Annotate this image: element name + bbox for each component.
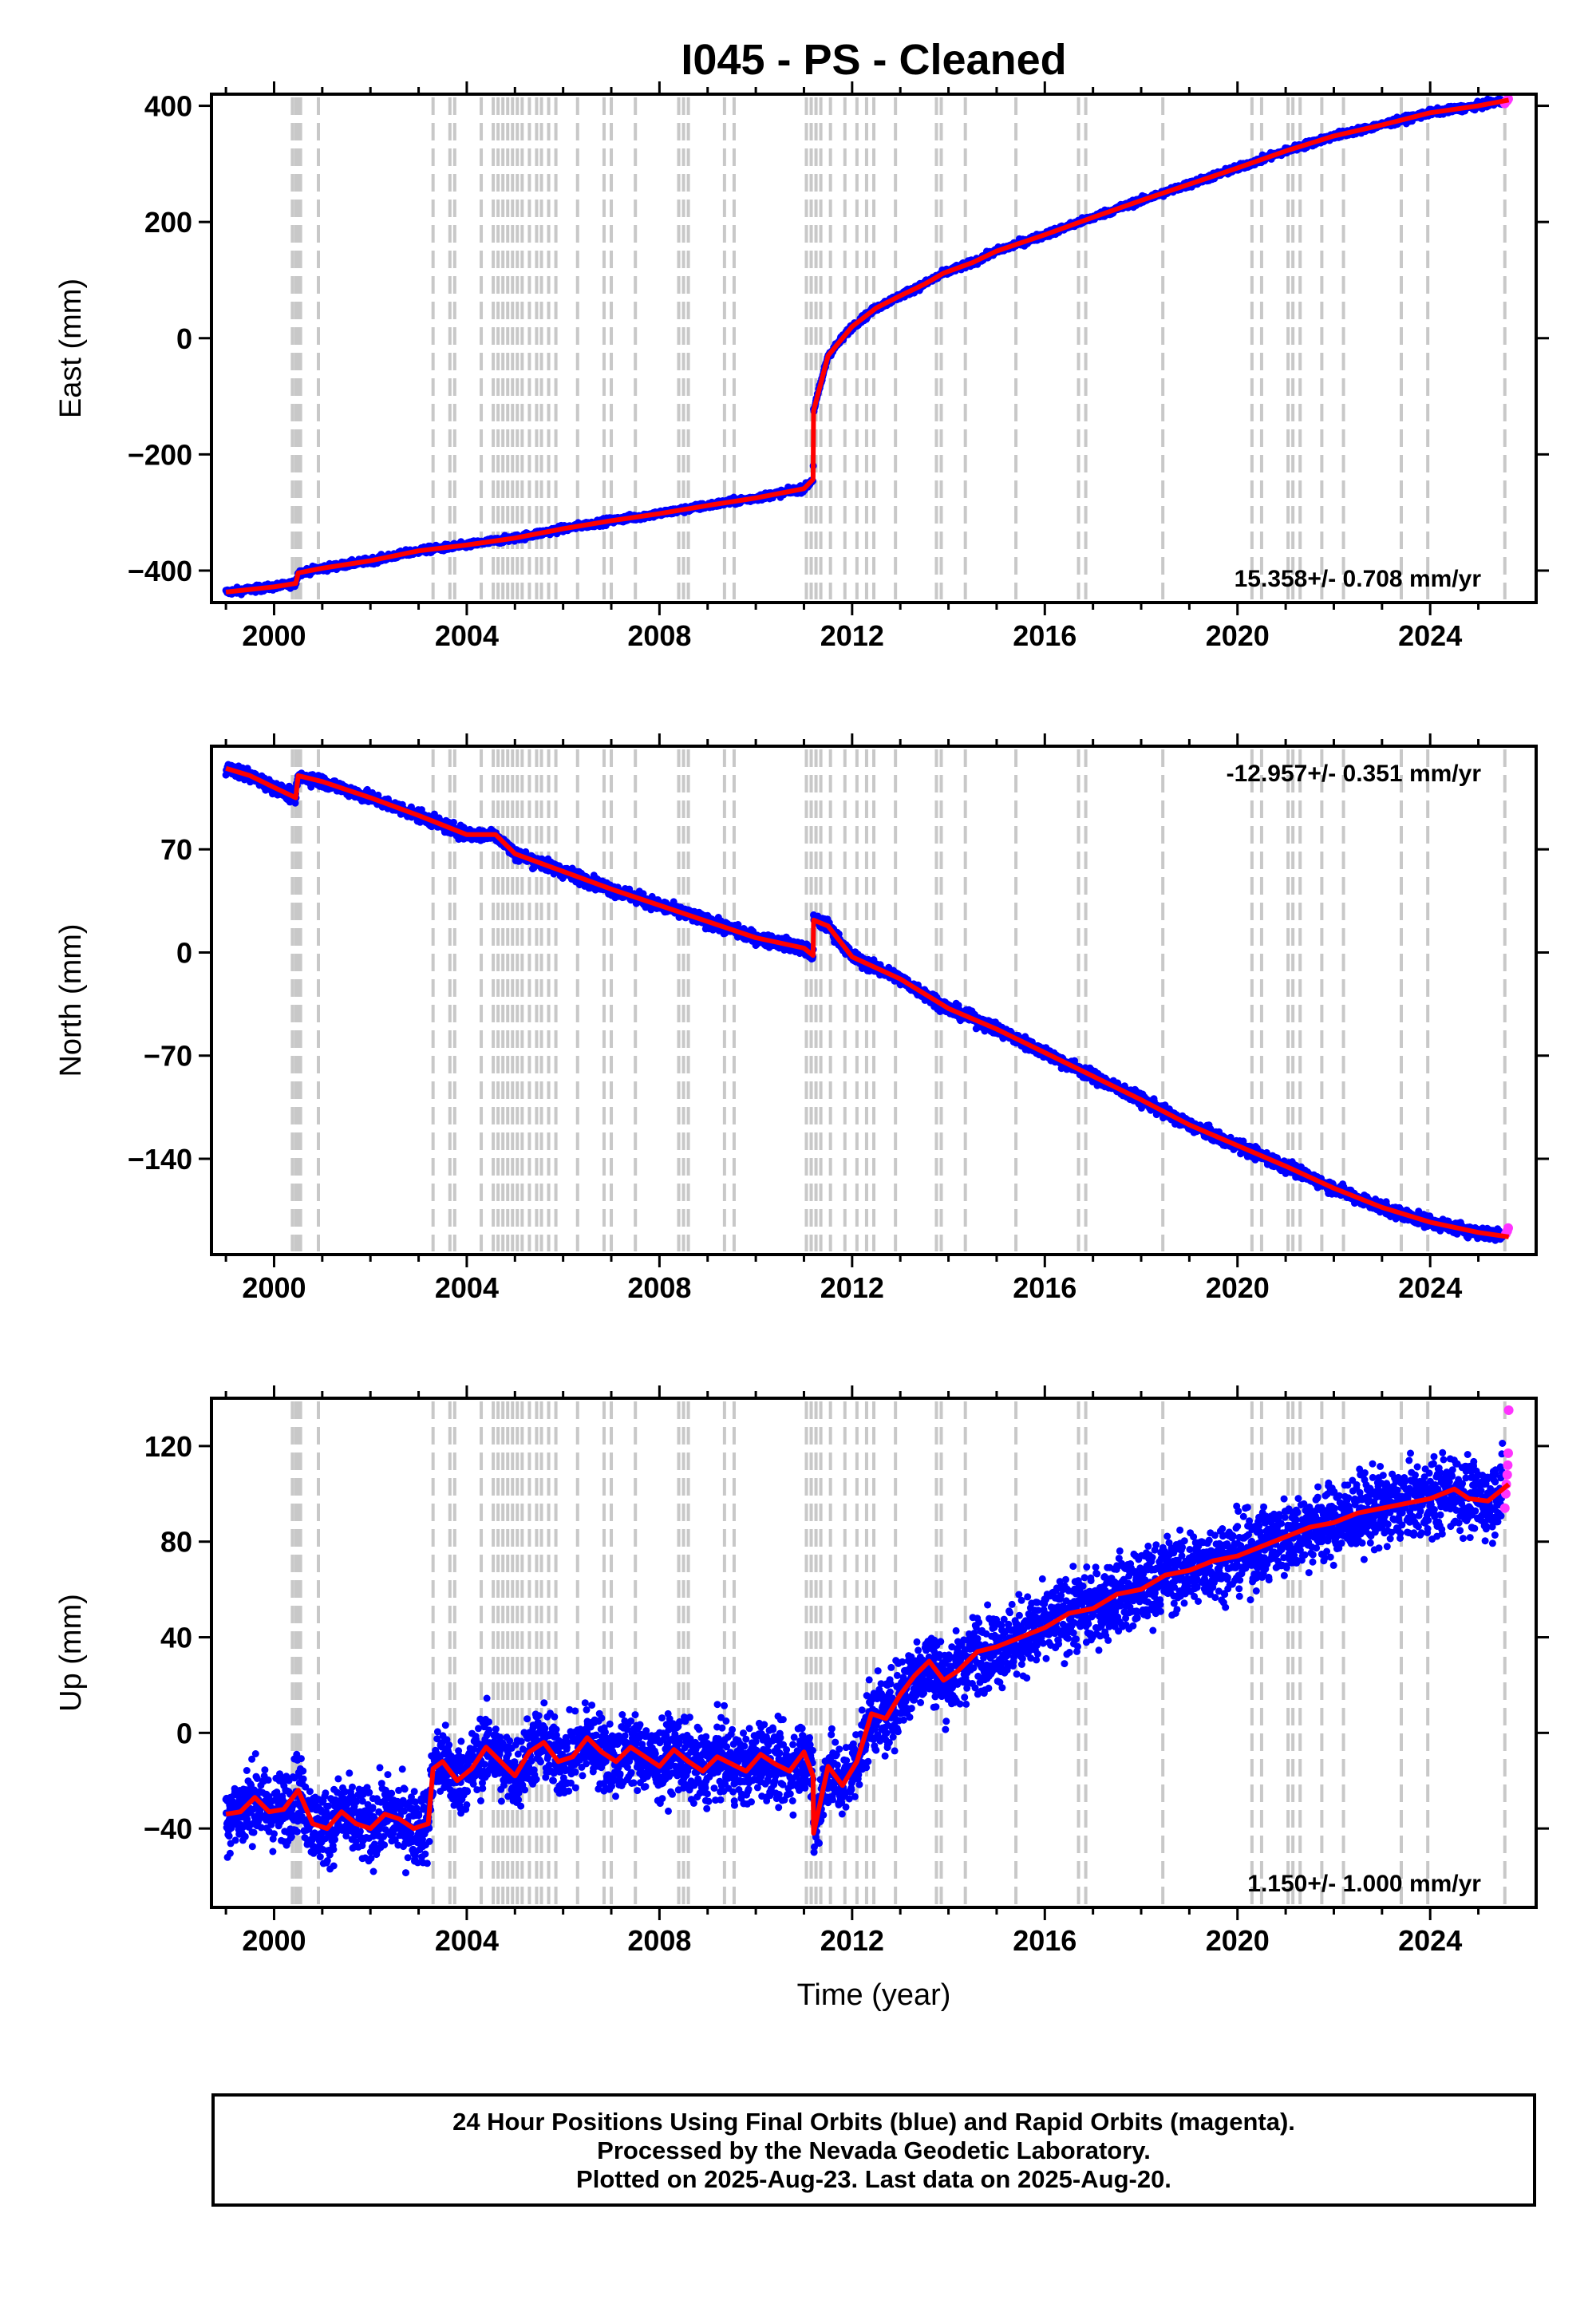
y-tick-label: −400 xyxy=(128,555,192,587)
final-orbit-points xyxy=(222,95,1506,599)
x-tick-label: 2008 xyxy=(627,619,691,652)
y-tick-label: 0 xyxy=(176,322,192,355)
final-point xyxy=(626,885,634,893)
final-point xyxy=(639,890,647,898)
final-point xyxy=(450,818,457,826)
x-tick-label: 2012 xyxy=(820,619,884,652)
plot-frame xyxy=(210,93,1538,604)
model-line xyxy=(225,97,1510,595)
y-axis: −400 −200 0 200 400 xyxy=(128,90,1549,587)
x-axis: 2000 2004 2008 2012 2016 2020 2024 xyxy=(224,81,1480,652)
x-tick-label: 2004 xyxy=(435,619,499,652)
y-tick-label: −200 xyxy=(128,438,192,471)
x-tick-label: 2024 xyxy=(1398,619,1462,652)
velocity-rate-label: 15.358+/- 0.708 mm/yr xyxy=(1235,566,1482,592)
x-tick-label: 2000 xyxy=(242,619,306,652)
x-tick-label: 2020 xyxy=(1206,619,1270,652)
panel-east: 2000 2004 2008 2012 2016 2020 2024 −400 −200 0 200… xyxy=(54,81,1549,652)
y-axis-label: East (mm) xyxy=(54,279,88,418)
event-lines xyxy=(290,97,1507,599)
y-tick-label: 400 xyxy=(144,90,192,123)
final-orbit-points xyxy=(222,761,1506,1244)
x-tick-label: 2016 xyxy=(1013,619,1077,652)
page-title: I045 - PS - Cleaned xyxy=(681,36,1067,84)
panel-north: 2000 2004 2008 2012 2016 2020 2024−140−70070No… xyxy=(54,733,1549,1304)
y-tick-label: 200 xyxy=(144,206,192,239)
